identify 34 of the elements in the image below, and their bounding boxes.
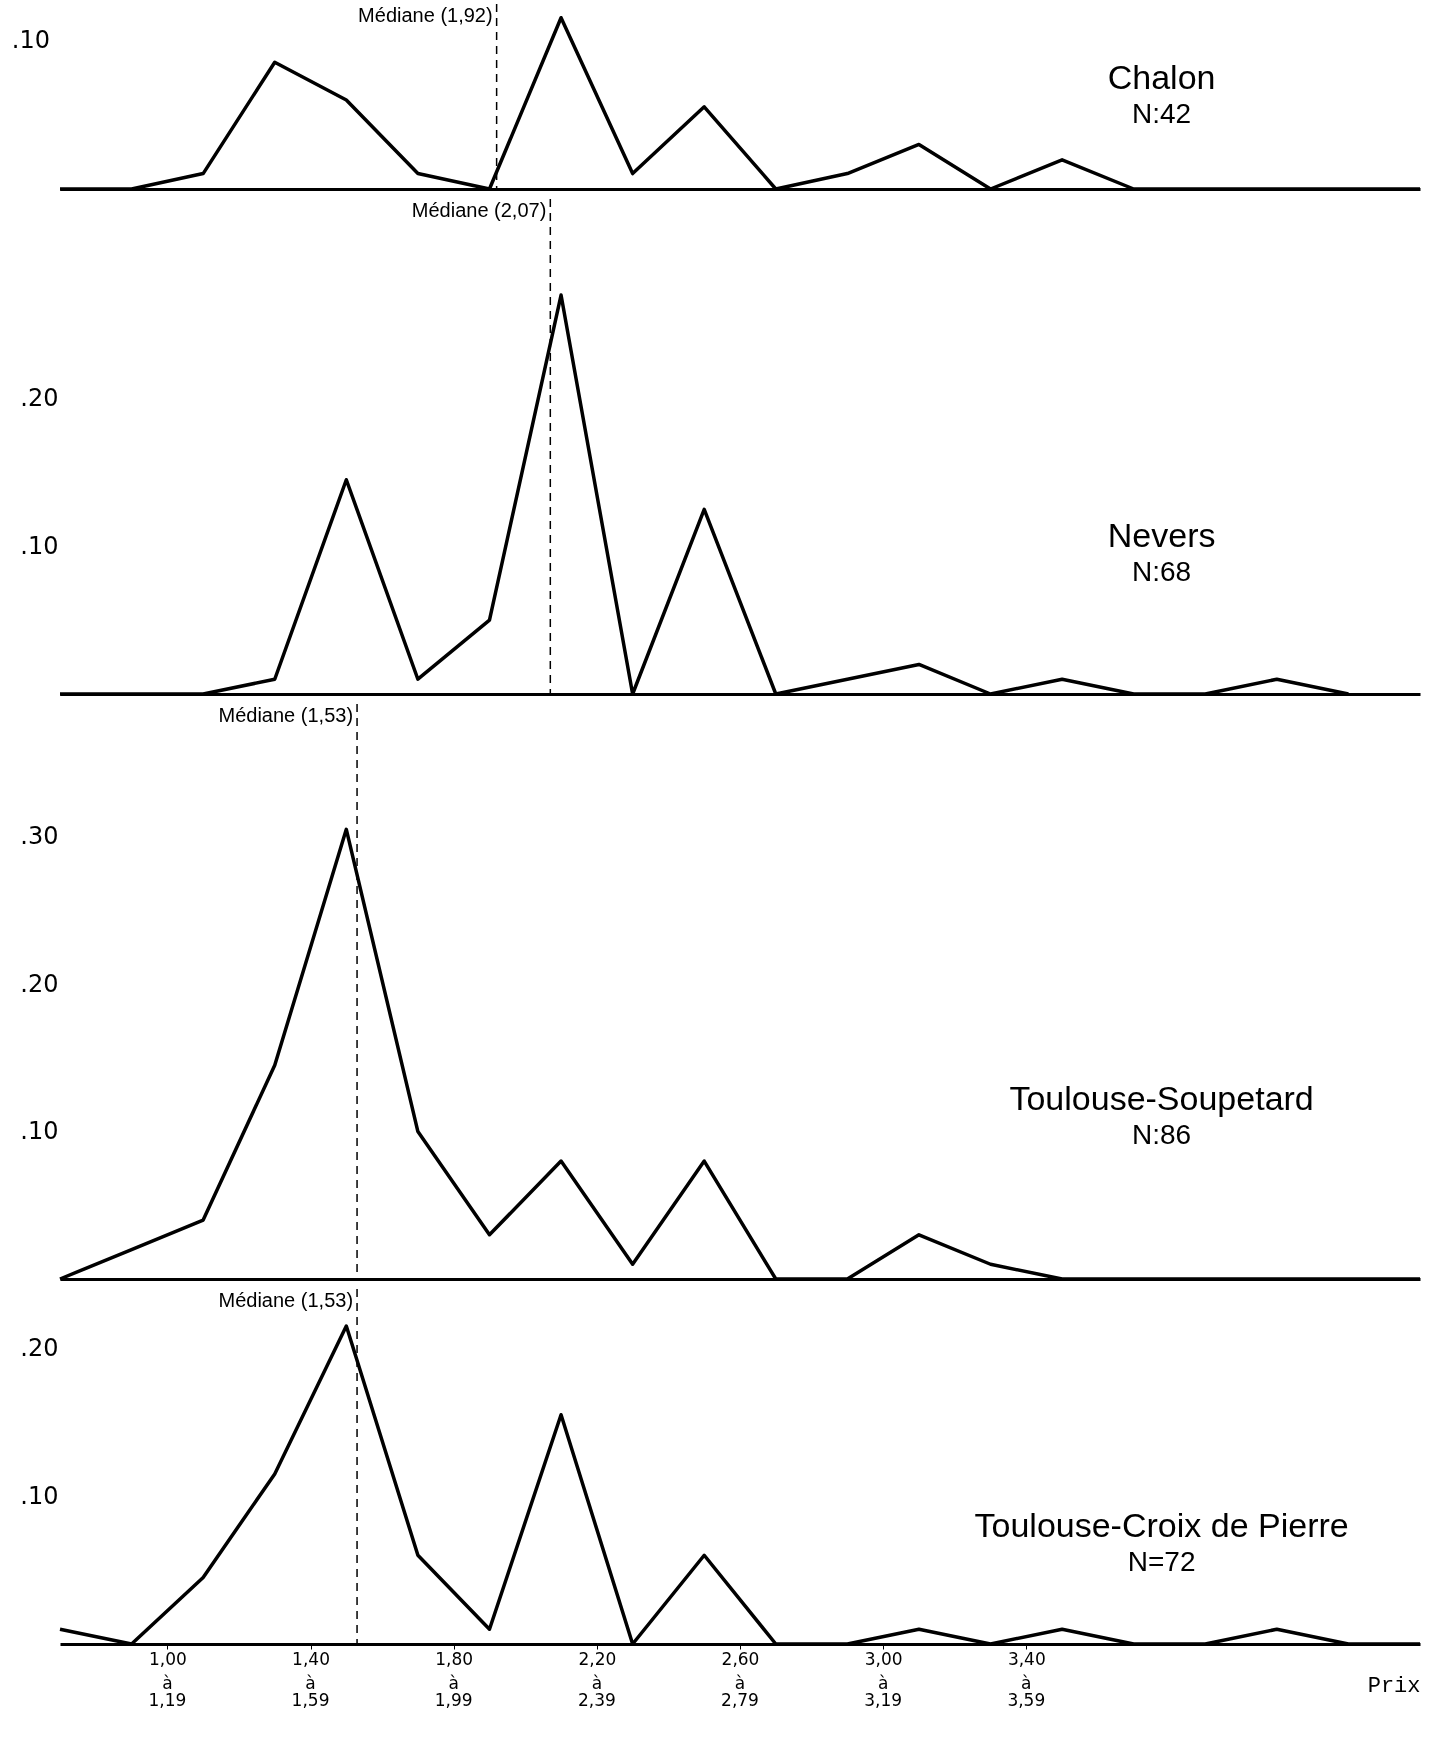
text: Chalon	[1107, 57, 1216, 96]
ref-line-label: Médiane (1,53)	[218, 1289, 354, 1311]
text: à 2,79	[721, 1673, 759, 1710]
x-tick-label: 1,00	[148, 1648, 187, 1669]
ref-line-label: Médiane (1,53)	[218, 704, 354, 726]
text: Nevers	[1107, 516, 1216, 555]
text: N=72	[1127, 1545, 1196, 1577]
x-tick-label: 2,20	[578, 1648, 617, 1669]
y-tick-label: .10	[20, 531, 59, 560]
x-tick-label: 2,60	[721, 1648, 760, 1669]
y-tick-label: .20	[20, 1333, 59, 1362]
x-tick-label: 3,40	[1007, 1648, 1046, 1669]
text: à 2,39	[577, 1673, 616, 1710]
x-tick-label: 1,40	[292, 1648, 330, 1669]
y-tick-label: .20	[20, 383, 59, 412]
text: à 3,19	[864, 1673, 903, 1710]
text: à 1,59	[291, 1673, 330, 1710]
text: à 3,59	[1007, 1673, 1046, 1710]
text: à 1,19	[148, 1673, 187, 1710]
x-axis-title: Prix	[1367, 1673, 1421, 1699]
text: à 1,99	[434, 1673, 473, 1710]
text: N:68	[1132, 556, 1192, 588]
ref-line-label: Médiane (1,92)	[358, 4, 493, 26]
x-tick-label: 1,80	[435, 1648, 474, 1669]
text: N:42	[1132, 97, 1192, 129]
text: Toulouse-Soupetard	[1009, 1079, 1314, 1117]
y-tick-label: .30	[20, 822, 59, 851]
text: Toulouse-Croix de Pierre	[974, 1505, 1349, 1544]
ref-line-label: Médiane (2,07)	[411, 199, 547, 221]
y-tick-label: .10	[20, 1481, 59, 1510]
y-tick-label: .20	[20, 969, 59, 998]
y-tick-label: .10	[20, 1117, 59, 1146]
text: N:86	[1132, 1119, 1192, 1150]
x-tick-label: 3,00	[864, 1648, 903, 1669]
